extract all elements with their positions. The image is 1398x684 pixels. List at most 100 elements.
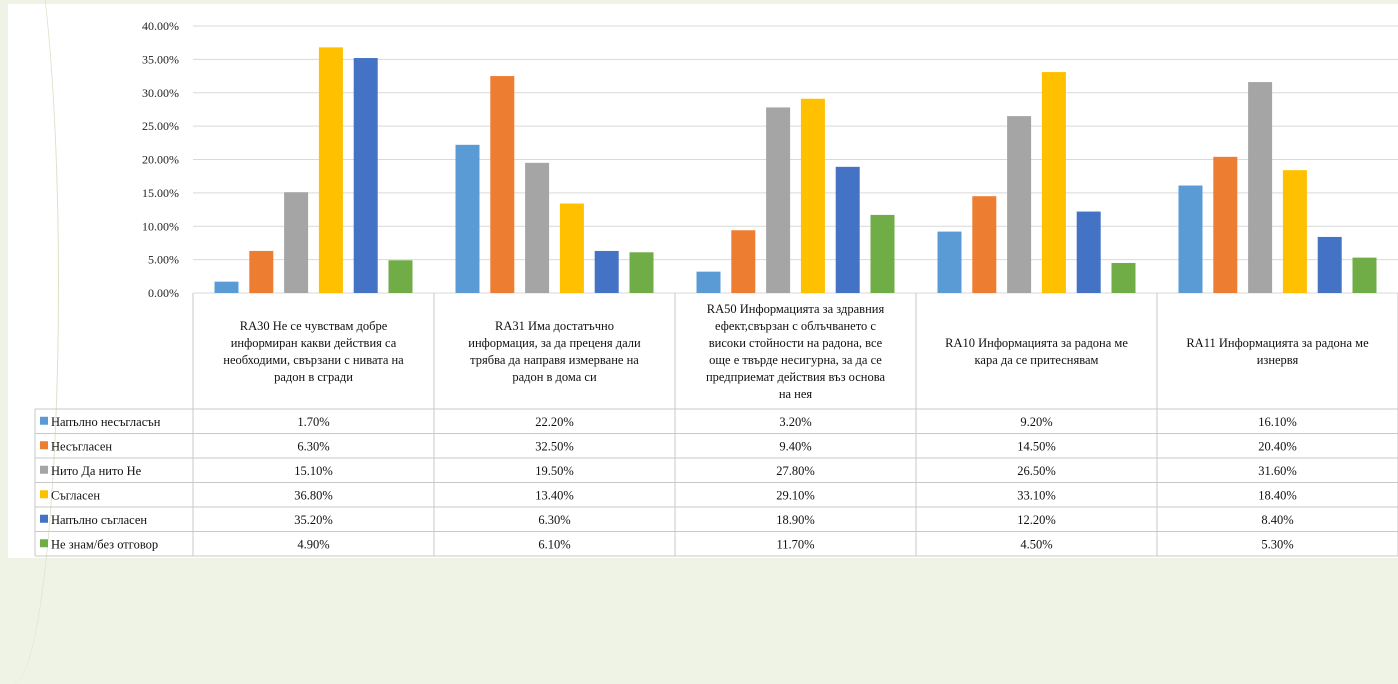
category-label: кара да се притеснявам xyxy=(975,353,1099,367)
bar xyxy=(1352,257,1377,293)
bar xyxy=(559,203,584,293)
legend-swatch xyxy=(40,441,48,450)
legend-label: Напълно несъгласън xyxy=(51,415,161,429)
legend-swatch xyxy=(40,539,48,548)
data-label: 22.20% xyxy=(535,415,574,429)
bar xyxy=(1178,185,1203,293)
category-label: информация, за да преценя дали xyxy=(468,336,641,350)
bar xyxy=(835,166,860,293)
data-label: 13.40% xyxy=(535,488,574,502)
data-label: 18.90% xyxy=(776,513,815,527)
bar xyxy=(870,214,895,293)
legend-swatch xyxy=(40,465,48,474)
bar xyxy=(490,76,515,293)
bar xyxy=(937,231,962,293)
bar xyxy=(1317,236,1342,293)
bar xyxy=(1111,262,1136,293)
bar xyxy=(766,107,791,293)
data-label: 16.10% xyxy=(1258,415,1297,429)
data-label: 8.40% xyxy=(1261,513,1293,527)
bar xyxy=(594,250,619,293)
legend-label: Съгласен xyxy=(51,488,100,502)
bar xyxy=(1007,116,1032,293)
data-label: 26.50% xyxy=(1017,464,1056,478)
data-label: 11.70% xyxy=(776,537,814,551)
data-label: 9.20% xyxy=(1020,415,1052,429)
y-tick-label: 30.00% xyxy=(142,86,179,100)
legend-label: Не знам/без отговор xyxy=(51,537,158,551)
bar xyxy=(731,230,756,293)
data-label: 20.40% xyxy=(1258,439,1297,453)
bar xyxy=(318,47,343,293)
category-label: RA30 Не се чувствам добре xyxy=(240,319,388,333)
data-label: 18.40% xyxy=(1258,488,1297,502)
data-label: 14.50% xyxy=(1017,439,1056,453)
data-label: 31.60% xyxy=(1258,464,1297,478)
data-label: 4.90% xyxy=(297,537,329,551)
data-label: 12.20% xyxy=(1017,513,1056,527)
category-label: на нея xyxy=(779,387,813,401)
legend-swatch xyxy=(40,416,48,425)
data-label: 1.70% xyxy=(297,415,329,429)
data-label: 3.20% xyxy=(779,415,811,429)
category-label: изнервя xyxy=(1257,353,1299,367)
y-tick-label: 25.00% xyxy=(142,119,179,133)
bar xyxy=(353,58,378,293)
y-tick-label: 40.00% xyxy=(142,19,179,33)
category-label: високи стойности на радона, все xyxy=(709,336,883,350)
category-label: трябва да направя измерване на xyxy=(470,353,639,367)
bar xyxy=(629,252,654,293)
bar xyxy=(972,196,997,293)
data-label: 9.40% xyxy=(779,439,811,453)
category-label: предприемат действия въз основа xyxy=(706,370,885,384)
legend-label: Несъгласен xyxy=(51,439,112,453)
bar xyxy=(1282,170,1307,293)
bar xyxy=(214,281,239,293)
y-tick-label: 35.00% xyxy=(142,52,179,66)
category-label: необходими, свързани с нивата на xyxy=(223,353,404,367)
data-label: 35.20% xyxy=(294,513,333,527)
bar-chart: 0.00% 5.00% 10.00% 15.00% 20.00% 25.00% 30.00%… xyxy=(34,19,1398,557)
data-label: 6.30% xyxy=(297,439,329,453)
data-label: 6.10% xyxy=(538,537,570,551)
category-label: радон в дома си xyxy=(512,370,597,384)
y-tick-label: 5.00% xyxy=(148,253,179,267)
category-label: информиран какви действия са xyxy=(231,336,397,350)
category-label: RA31 Има достатъчно xyxy=(495,319,614,333)
decorative-curve xyxy=(0,0,59,684)
bar xyxy=(696,271,721,293)
category-label: ефект,свързан с облъчването с xyxy=(715,319,876,333)
category-label: още е твърде несигурна, за да се xyxy=(709,353,882,367)
bar xyxy=(284,192,309,293)
bar xyxy=(800,98,825,293)
data-label: 19.50% xyxy=(535,464,574,478)
bar xyxy=(1041,72,1066,294)
bar xyxy=(1213,156,1238,293)
category-label: RA50 Информацията за здравния xyxy=(707,302,885,316)
legend-swatch xyxy=(40,514,48,523)
bar xyxy=(1076,211,1101,293)
legend-swatch xyxy=(40,490,48,499)
legend-label: Нито Да нито Не xyxy=(51,464,142,478)
data-label: 32.50% xyxy=(535,439,574,453)
data-label: 36.80% xyxy=(294,488,333,502)
y-tick-label: 15.00% xyxy=(142,186,179,200)
bar xyxy=(455,144,480,293)
category-label: радон в сгради xyxy=(274,370,353,384)
data-label: 29.10% xyxy=(776,488,815,502)
legend-label: Напълно съгласен xyxy=(51,513,147,527)
y-tick-label: 20.00% xyxy=(142,153,179,167)
bar xyxy=(388,260,413,293)
category-label: RA11 Информацията за радона ме xyxy=(1186,336,1369,350)
data-label: 33.10% xyxy=(1017,488,1056,502)
bar xyxy=(249,250,274,293)
y-tick-label: 10.00% xyxy=(142,219,179,233)
data-label: 6.30% xyxy=(538,513,570,527)
bar xyxy=(525,162,550,293)
category-label: RA10 Информацията за радона ме xyxy=(945,336,1128,350)
data-label: 15.10% xyxy=(294,464,333,478)
data-label: 27.80% xyxy=(776,464,815,478)
data-label: 5.30% xyxy=(1261,537,1293,551)
data-label: 4.50% xyxy=(1020,537,1052,551)
y-tick-label: 0.00% xyxy=(148,286,179,300)
